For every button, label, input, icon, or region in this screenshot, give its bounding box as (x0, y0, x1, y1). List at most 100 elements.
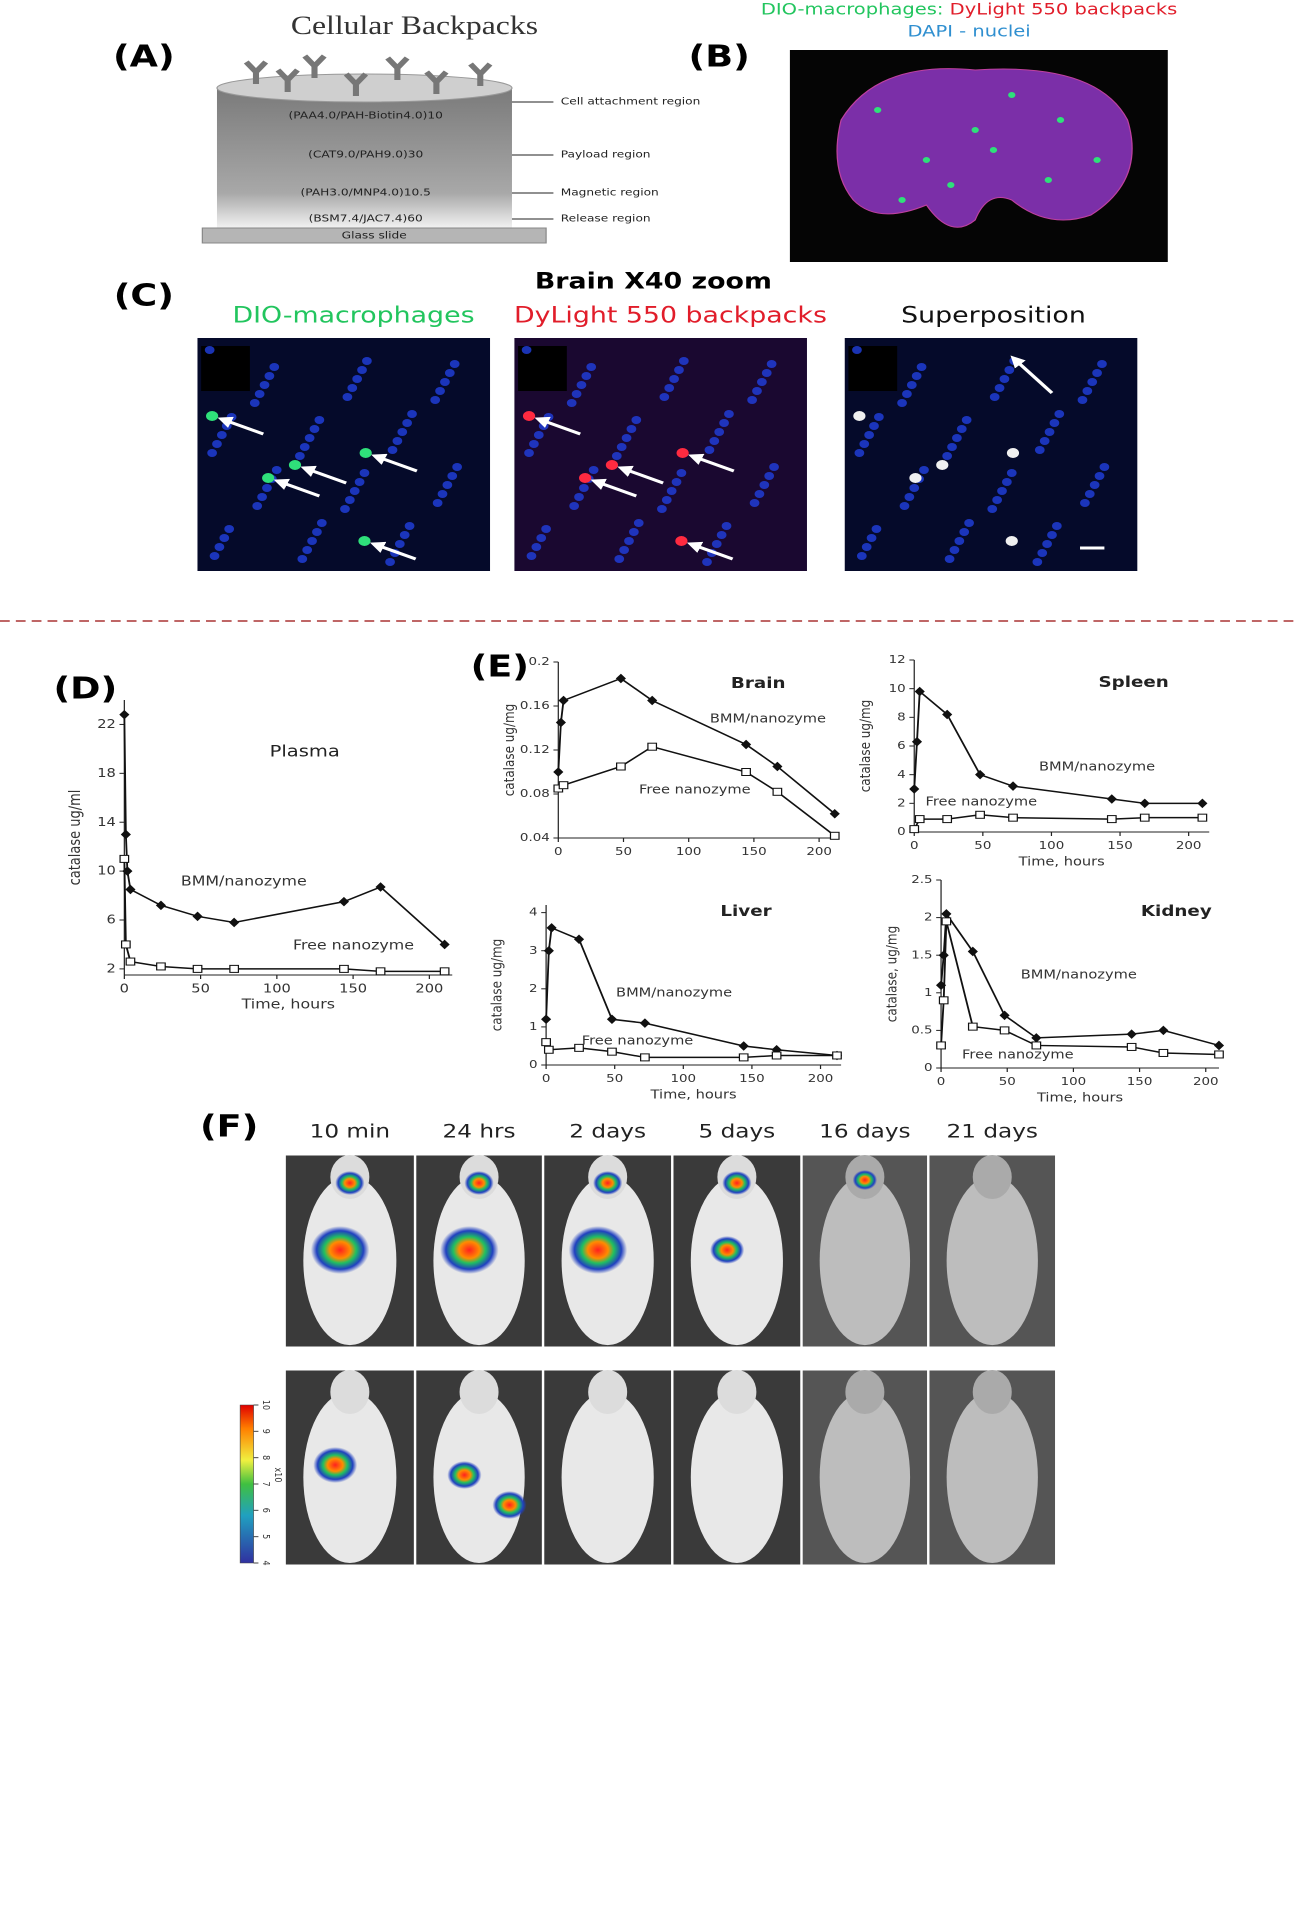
data-point (553, 767, 564, 777)
x-tick-label: 200 (1176, 839, 1202, 852)
backpack-cylinder (216, 88, 512, 228)
data-point (229, 964, 240, 973)
layer-label: (CAT9.0/PAH9.0)30 (308, 149, 423, 161)
labeled-cell (262, 473, 275, 483)
nucleus (911, 372, 922, 380)
nucleus (764, 472, 775, 480)
data-point (1106, 815, 1117, 824)
nucleus (392, 437, 403, 445)
nucleus (909, 484, 920, 492)
series-name: Free nanozyme (925, 796, 1037, 809)
labeled-cell (359, 448, 372, 458)
nucleus (704, 446, 715, 454)
labeled-cell (358, 536, 371, 546)
nucleus (956, 425, 967, 433)
nucleus (631, 416, 642, 424)
data-point (375, 882, 386, 892)
data-point (125, 884, 136, 895)
nucleus (1087, 378, 1098, 386)
series-name: BMM/nanozyme (616, 987, 732, 1000)
nucleus (569, 502, 580, 510)
y-tick-label: 3 (529, 944, 538, 957)
layer-label: (PAA4.0/PAH-Biotin4.0)10 (289, 110, 443, 122)
x-tick-label: 50 (615, 845, 632, 858)
data-point (771, 1051, 782, 1060)
y-tick-label: 0 (529, 1058, 538, 1071)
data-point (647, 742, 658, 751)
data-point (439, 939, 450, 950)
series-name: Free nanozyme (293, 939, 414, 953)
nucleus (666, 487, 677, 495)
nucleus (949, 546, 960, 554)
nucleus (761, 369, 772, 377)
nucleus (571, 390, 582, 398)
x-axis-label: Time, hours (1036, 1092, 1123, 1105)
cell-dot (1044, 177, 1052, 183)
signal-hotspot (492, 1491, 527, 1519)
panel-label: (F) (200, 1109, 258, 1144)
nucleus (714, 428, 725, 436)
mouse-body (946, 1391, 1038, 1564)
nucleus (854, 449, 865, 457)
chart-title: Kidney (1141, 902, 1212, 920)
nucleus (657, 505, 667, 513)
y-tick-label: 6 (107, 914, 116, 927)
nucleus (404, 522, 415, 530)
nucleus (1054, 410, 1065, 418)
data-point (339, 964, 349, 973)
diagram-title: Cellular Backpacks (291, 12, 538, 41)
nucleus (904, 493, 915, 501)
mouse-head (588, 1370, 628, 1414)
nucleus (254, 390, 265, 398)
slide-label: Glass slide (342, 230, 407, 242)
x-tick-label: 0 (910, 839, 919, 852)
nucleus (964, 519, 974, 527)
colorbar-tick-label: 5 (260, 1534, 271, 1539)
mouse-head (459, 1370, 499, 1414)
arrow (217, 416, 265, 436)
signal-hotspot (313, 1447, 358, 1483)
data-point (558, 781, 569, 790)
data-point (936, 1041, 946, 1050)
cell-dot (947, 182, 955, 188)
nucleus (864, 431, 875, 439)
data-point (375, 967, 386, 976)
signal-hotspot (593, 1171, 623, 1195)
nucleus (357, 366, 367, 374)
brain-section (836, 68, 1133, 228)
data-point (439, 967, 450, 976)
data-point (941, 917, 952, 926)
nucleus (294, 452, 305, 460)
nucleus (259, 381, 270, 389)
nucleus (769, 463, 779, 471)
y-tick-label: 1.5 (911, 948, 932, 961)
nucleus (869, 422, 879, 430)
nucleus (349, 487, 360, 495)
nucleus (747, 396, 757, 404)
nucleus (852, 346, 862, 354)
nucleus (611, 452, 622, 460)
data-point (832, 1051, 842, 1060)
nucleus (521, 346, 532, 354)
time-label: 16 days (819, 1119, 910, 1141)
nucleus (316, 519, 327, 527)
nucleus (588, 466, 599, 474)
data-point (546, 923, 557, 933)
antibody (343, 72, 369, 96)
cell-dot (898, 197, 906, 203)
nucleus (702, 558, 712, 566)
data-point (1106, 794, 1117, 804)
nucleus (1039, 437, 1050, 445)
data-point (942, 709, 953, 720)
y-tick-label: 4 (529, 906, 538, 919)
nucleus (759, 481, 770, 489)
nucleus (533, 431, 544, 439)
y-tick-label: 0.12 (520, 743, 550, 756)
nucleus (1084, 490, 1095, 498)
nucleus (1042, 540, 1052, 548)
nucleus (1082, 387, 1093, 395)
data-point (615, 673, 626, 684)
labeled-cell (605, 460, 619, 470)
panel-label: (C) (114, 278, 174, 313)
nucleus (624, 537, 634, 545)
